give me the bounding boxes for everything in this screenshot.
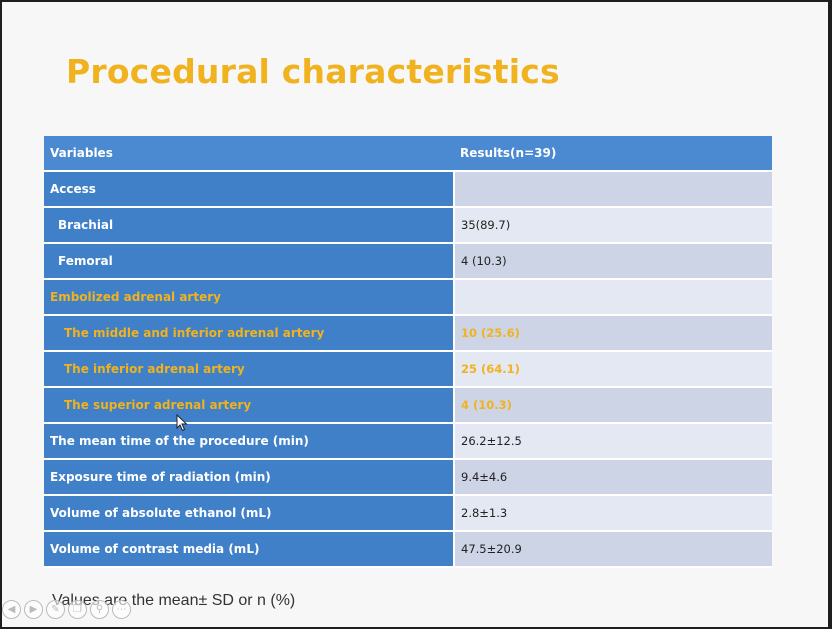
- row-label: Volume of contrast media (mL): [44, 531, 455, 568]
- row-label: The middle and inferior adrenal artery: [44, 315, 455, 352]
- pen-icon[interactable]: ✎: [46, 599, 65, 619]
- next-slide-icon[interactable]: ▶: [24, 599, 43, 619]
- header-results: Results(n=39): [454, 136, 772, 172]
- slide-playback-controls: ◀ ▶ ✎ ❐ ⚲ ⋯: [0, 596, 131, 622]
- table-row: The superior adrenal artery 4 (10.3): [44, 387, 772, 424]
- table-row: Brachial 35(89.7): [44, 207, 772, 244]
- row-label: Femoral: [44, 243, 455, 280]
- more-icon[interactable]: ⋯: [112, 599, 131, 619]
- row-value: 35(89.7): [454, 207, 772, 244]
- table-row: Femoral 4 (10.3): [44, 243, 772, 280]
- table-row: Volume of absolute ethanol (mL) 2.8±1.3: [44, 495, 772, 532]
- prev-slide-icon[interactable]: ◀: [2, 599, 21, 619]
- row-label: The mean time of the procedure (min): [44, 423, 455, 460]
- header-variables: Variables: [44, 136, 454, 172]
- table-row: Access: [44, 171, 772, 208]
- row-value: 10 (25.6): [454, 315, 772, 352]
- row-label: The inferior adrenal artery: [44, 351, 455, 388]
- row-label: Embolized adrenal artery: [44, 279, 455, 316]
- table-row: Exposure time of radiation (min) 9.4±4.6: [44, 459, 772, 496]
- copy-icon[interactable]: ❐: [68, 599, 87, 619]
- row-label: Exposure time of radiation (min): [44, 459, 455, 496]
- row-label: Access: [44, 171, 455, 208]
- row-value: 47.5±20.9: [454, 531, 772, 568]
- row-value: 9.4±4.6: [454, 459, 772, 496]
- zoom-icon[interactable]: ⚲: [90, 599, 109, 619]
- table-row: Embolized adrenal artery: [44, 279, 772, 316]
- slide-title: Procedural characteristics: [66, 52, 560, 91]
- row-value: 25 (64.1): [454, 351, 772, 388]
- procedural-table: Variables Results(n=39) Access Brachial …: [44, 136, 772, 568]
- table-row: The inferior adrenal artery 25 (64.1): [44, 351, 772, 388]
- table-row: The mean time of the procedure (min) 26.…: [44, 423, 772, 460]
- row-value: [454, 171, 772, 208]
- row-label: Brachial: [44, 207, 455, 244]
- table-row: Volume of contrast media (mL) 47.5±20.9: [44, 531, 772, 568]
- row-value: [454, 279, 772, 316]
- table-row: The middle and inferior adrenal artery 1…: [44, 315, 772, 352]
- row-label: Volume of absolute ethanol (mL): [44, 495, 455, 532]
- row-value: 4 (10.3): [454, 243, 772, 280]
- table-header-row: Variables Results(n=39): [44, 136, 772, 172]
- row-value: 2.8±1.3: [454, 495, 772, 532]
- row-value: 4 (10.3): [454, 387, 772, 424]
- row-label: The superior adrenal artery: [44, 387, 455, 424]
- row-value: 26.2±12.5: [454, 423, 772, 460]
